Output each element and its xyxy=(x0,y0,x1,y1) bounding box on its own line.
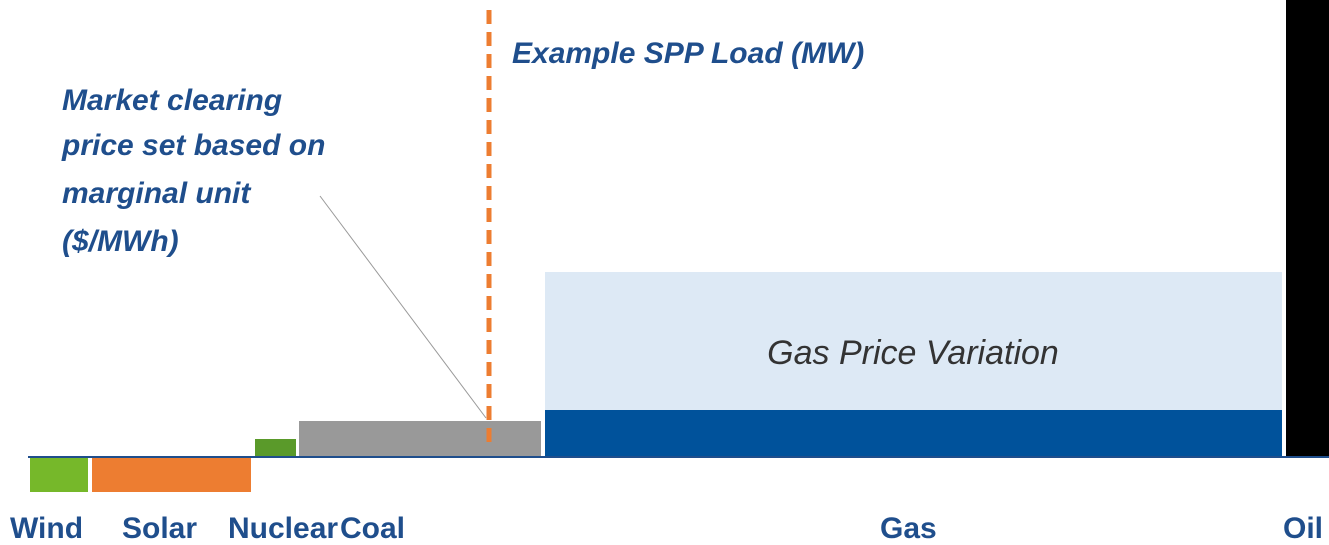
block-label: Gas xyxy=(880,512,937,545)
load-label: Example SPP Load (MW) xyxy=(512,37,864,70)
price-label: ($/MWh) xyxy=(62,225,179,258)
price-label: marginal unit xyxy=(62,177,252,210)
block-label: Coal xyxy=(340,512,405,545)
block-label: Oil xyxy=(1283,512,1323,545)
gas-band-label: Gas Price Variation xyxy=(767,334,1059,372)
gas-price-band xyxy=(545,272,1282,410)
block-label: Wind xyxy=(10,512,83,545)
gas-block xyxy=(545,410,1282,456)
wind-block xyxy=(30,458,88,492)
nuclear-block xyxy=(255,439,296,456)
block-label: Nuclear xyxy=(228,512,338,545)
price-label: price set based on xyxy=(61,129,325,162)
block-label: Solar xyxy=(122,512,197,545)
price-label: Market clearing xyxy=(62,84,282,117)
oil-block xyxy=(1286,0,1329,456)
pointer-line xyxy=(319,195,487,419)
solar-block xyxy=(92,458,251,492)
coal-block xyxy=(299,421,541,456)
